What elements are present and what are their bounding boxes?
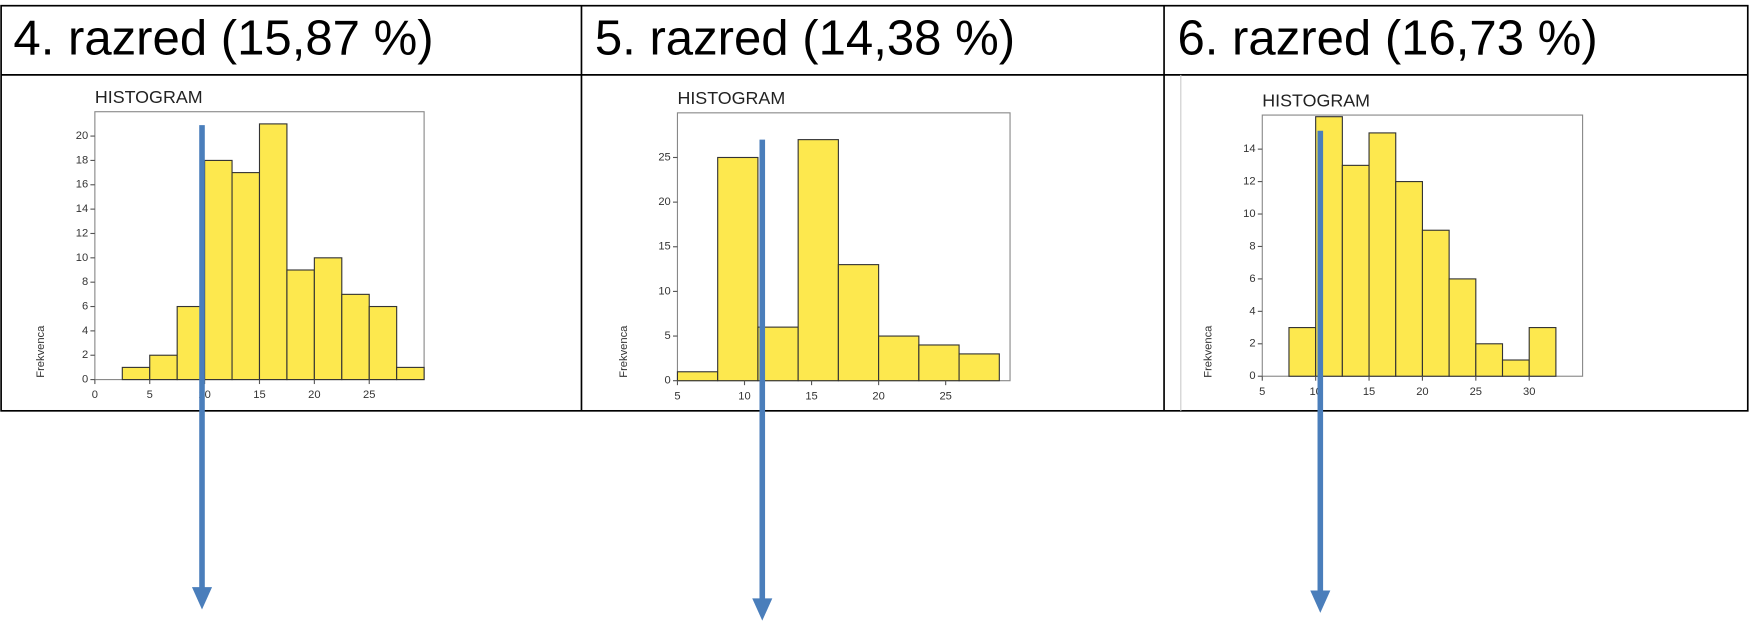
bar xyxy=(1421,229,1450,377)
arrow-head xyxy=(1310,590,1331,613)
y-tick-label: 2 xyxy=(82,349,88,361)
bar xyxy=(918,344,960,382)
column-header: 4. razred (15,87 %) xyxy=(13,11,433,65)
table xyxy=(0,4,1749,412)
y-tick-label: 12 xyxy=(76,227,88,239)
chart-title: HISTOGRAM xyxy=(677,88,785,108)
chart-title: HISTOGRAM xyxy=(95,87,203,107)
y-axis-label: Frekvenca xyxy=(1203,325,1215,378)
bar xyxy=(121,366,151,381)
y-tick-label: 16 xyxy=(76,179,88,191)
bar xyxy=(837,264,880,382)
bar xyxy=(717,156,759,382)
y-tick-label: 14 xyxy=(1243,143,1255,155)
bar xyxy=(1528,327,1557,377)
bar xyxy=(396,366,425,381)
histogram-chart: 6. razred (16,73 %) HISTOGRAM Frekvenca 0 2 4… xyxy=(1177,11,1597,397)
bar xyxy=(958,353,1000,382)
y-tick-label: 10 xyxy=(76,252,88,264)
y-tick-label: 0 xyxy=(665,375,671,387)
y-tick-label: 4 xyxy=(1249,305,1255,317)
bar xyxy=(204,159,233,381)
x-tick-label: 15 xyxy=(805,390,817,402)
x-tick-label: 5 xyxy=(147,389,153,401)
y-axis-label: Frekvenca xyxy=(618,325,630,378)
y-tick-label: 0 xyxy=(1249,370,1255,382)
x-tick-label: 20 xyxy=(872,390,884,402)
x-tick-label: 15 xyxy=(253,389,265,401)
bar xyxy=(341,293,370,381)
y-tick-label: 6 xyxy=(82,300,88,312)
bar xyxy=(1368,132,1397,377)
table-border xyxy=(0,4,1749,412)
x-tick-label: 20 xyxy=(1416,386,1428,398)
bar xyxy=(1395,181,1423,377)
y-tick-label: 8 xyxy=(82,276,88,288)
x-tick-label: 25 xyxy=(363,389,375,401)
charts: 4. razred (15,87 %) HISTOGRAM Frekvenca 0 2 4… xyxy=(13,11,1597,402)
y-tick-label: 6 xyxy=(1249,273,1255,285)
x-tick-label: 25 xyxy=(1470,386,1482,398)
arrow-head xyxy=(752,598,773,621)
bar xyxy=(286,269,315,381)
y-tick-label: 10 xyxy=(658,285,670,297)
arrows xyxy=(191,125,1331,621)
x-tick-label: 5 xyxy=(674,390,680,402)
bar xyxy=(258,123,288,381)
y-tick-label: 10 xyxy=(1243,208,1255,220)
y-tick-label: 2 xyxy=(1249,338,1255,350)
x-tick-label: 5 xyxy=(1259,386,1265,398)
y-tick-label: 4 xyxy=(82,325,88,337)
y-axis-label: Frekvenca xyxy=(35,325,47,378)
y-tick-label: 15 xyxy=(658,241,670,253)
bar xyxy=(1501,359,1530,377)
y-tick-label: 20 xyxy=(76,130,88,142)
bar xyxy=(1341,164,1370,377)
bar xyxy=(1475,343,1504,377)
y-tick-label: 25 xyxy=(658,151,670,163)
x-tick-label: 15 xyxy=(1363,386,1375,398)
y-tick-label: 0 xyxy=(82,374,88,386)
x-tick-label: 10 xyxy=(738,390,750,402)
bar xyxy=(231,172,261,381)
x-tick-label: 0 xyxy=(92,389,98,401)
y-tick-label: 12 xyxy=(1243,176,1255,188)
bar xyxy=(1288,327,1317,377)
bar xyxy=(313,257,343,381)
column-header: 6. razred (16,73 %) xyxy=(1177,11,1597,65)
bar xyxy=(1448,278,1477,377)
chart-title: HISTOGRAM xyxy=(1262,90,1370,110)
bar xyxy=(676,371,719,382)
column-header: 5. razred (14,38 %) xyxy=(595,11,1015,65)
arrow-head xyxy=(191,587,213,610)
bar xyxy=(149,354,178,381)
histogram-chart: 5. razred (14,38 %)HISTOGRAMFrekvenca051… xyxy=(595,11,1015,402)
y-tick-label: 18 xyxy=(76,154,88,166)
bar xyxy=(878,335,920,382)
y-tick-label: 8 xyxy=(1249,240,1255,252)
bar xyxy=(368,305,398,381)
y-tick-label: 14 xyxy=(76,203,88,215)
histogram-chart: 4. razred (15,87 %) HISTOGRAM Frekvenca 0 2 4… xyxy=(13,11,433,401)
x-tick-label: 30 xyxy=(1523,386,1535,398)
x-tick-label: 25 xyxy=(939,390,951,402)
y-tick-label: 5 xyxy=(665,330,671,342)
bar xyxy=(797,139,839,382)
x-tick-label: 20 xyxy=(308,389,320,401)
y-tick-label: 20 xyxy=(658,196,670,208)
